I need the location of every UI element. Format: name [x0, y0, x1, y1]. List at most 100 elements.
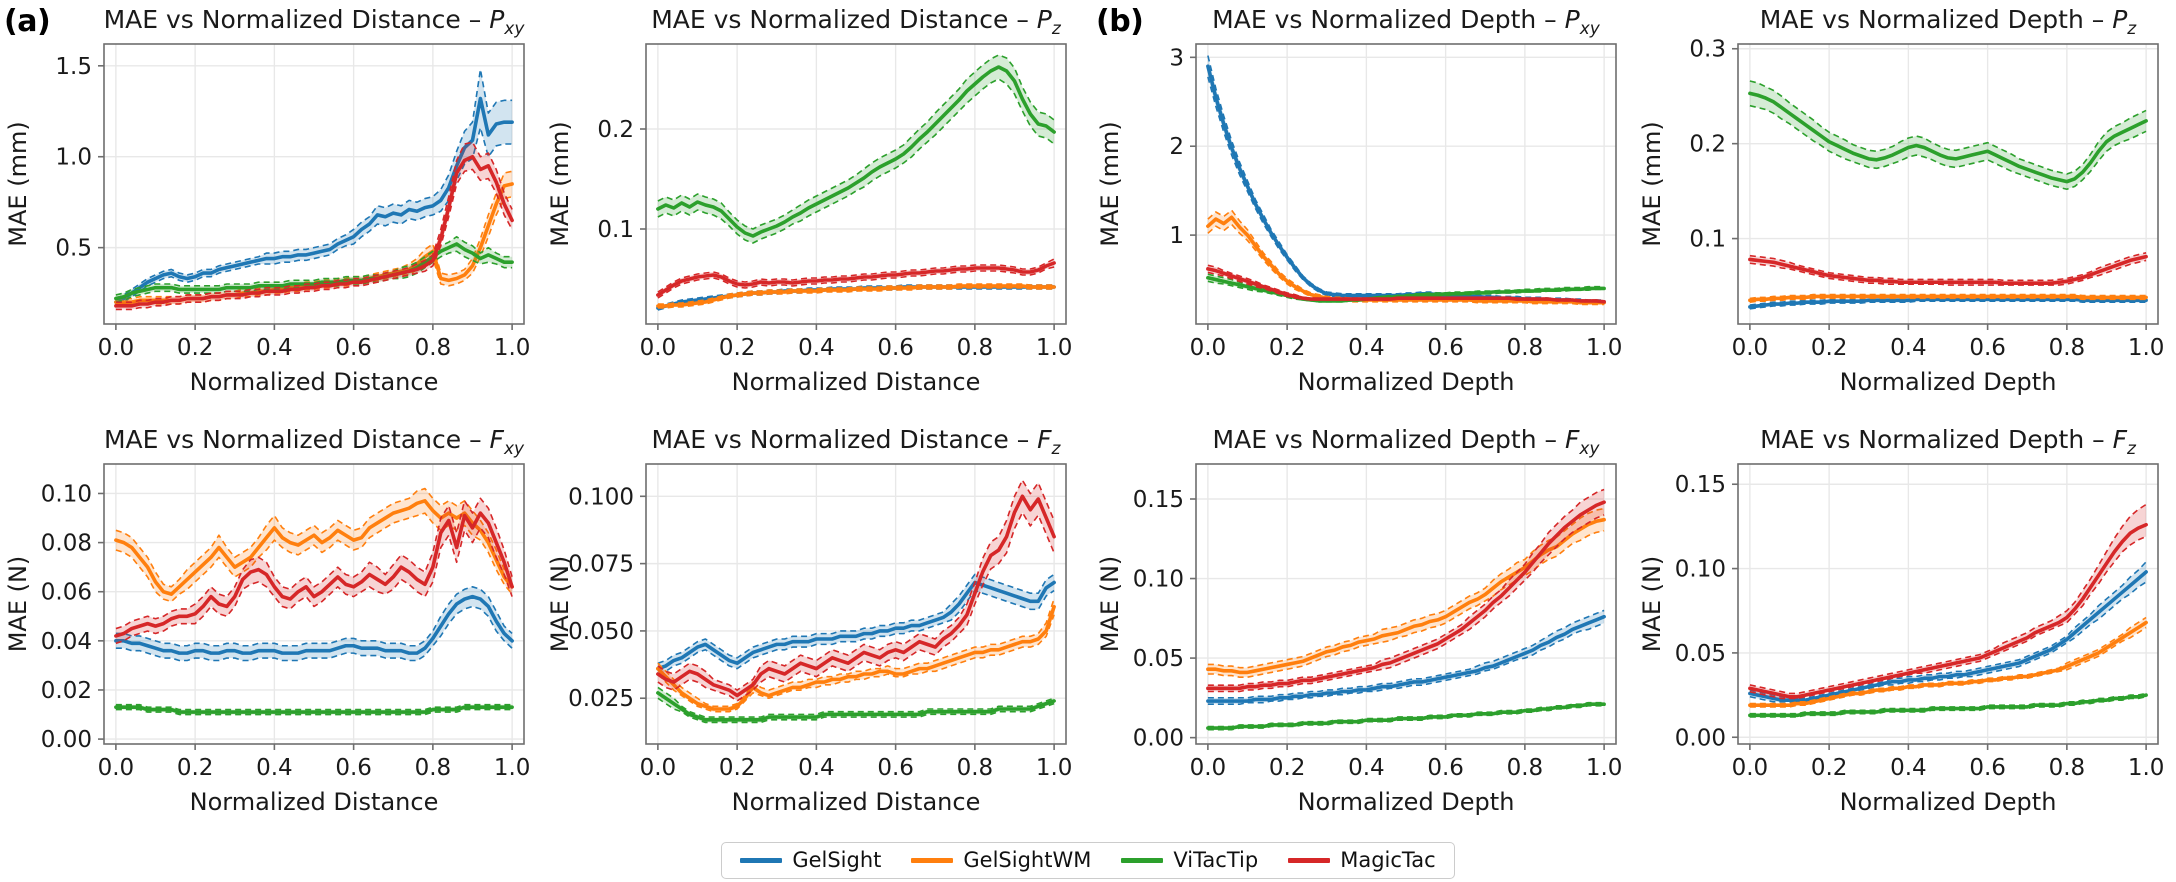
ytick-label: 0.2: [597, 117, 634, 143]
xtick-label: 0.4: [1348, 335, 1385, 361]
series-vitactip: [1748, 80, 2148, 191]
ytick-label: 1.0: [55, 145, 92, 171]
ytick-label: 0.100: [568, 484, 634, 510]
band-edge-upper: [657, 283, 1055, 305]
band-edge-upper: [1749, 561, 2147, 700]
ytick-label: 0.1: [1689, 227, 1726, 253]
ytick-label: 2: [1169, 134, 1184, 160]
chart-b-pxy: 0.0 0.2 0.4 0.6 0.8 1.0 1 2 3 Normalized Depth MAE…: [1096, 5, 1622, 396]
ytick-label: 0.5: [55, 236, 92, 262]
band-edge-lower: [1749, 535, 2147, 700]
y-axis-label: MAE (mm): [1638, 121, 1666, 246]
axes-frame: [1195, 463, 1617, 745]
series-magictac: [114, 497, 514, 645]
series-line: [1748, 91, 2148, 184]
xtick-label: 0.4: [1890, 755, 1927, 781]
xtick-label: 0.0: [1732, 755, 1769, 781]
axes-frame: [645, 43, 1067, 325]
axes-frame: [103, 43, 525, 325]
chart-a-pxy: 0.0 0.2 0.4 0.6 0.8 1.0 0.5 1.0 1.5 Normalized Di…: [4, 5, 530, 396]
y-axis-label: MAE (N): [1096, 556, 1124, 653]
plot-area: [646, 464, 1066, 744]
xtick-label: 0.0: [1190, 755, 1227, 781]
series-gelsight: [1206, 609, 1606, 706]
series-line: [656, 65, 1056, 238]
series-gelsight: [1748, 561, 2148, 703]
x-axis-label: Normalized Distance: [732, 788, 981, 816]
series-gelsight: [114, 586, 514, 662]
legend-label: ViTacTip: [1173, 847, 1259, 872]
xtick-label: 0.8: [2049, 335, 2086, 361]
xtick-label: 1.0: [1586, 755, 1623, 781]
series-line: [114, 705, 514, 714]
series-line: [656, 604, 1056, 711]
band-edge-upper: [657, 479, 1055, 691]
subplot-b-fxy: 0.0 0.2 0.4 0.6 0.8 1.0 0.00 0.05 0.10 0.15 Normal…: [1092, 420, 1634, 840]
band-edge-upper: [115, 586, 513, 647]
xtick-label: 1.0: [2128, 335, 2165, 361]
xtick-label: 0.8: [957, 755, 994, 781]
y-axis-label: MAE (mm): [1096, 121, 1124, 246]
ytick-label: 0.15: [1133, 487, 1184, 513]
xtick-label: 0.8: [2049, 755, 2086, 781]
subplot-a-fz: 0.0 0.2 0.4 0.6 0.8 1.0 0.025 0.050 0.075 0.100 No…: [542, 420, 1084, 840]
band-edge-lower: [1749, 297, 2147, 303]
legend-item-magictac[interactable]: MagicTac: [1288, 847, 1436, 872]
legend-item-gelsightwm[interactable]: GelSightWM: [911, 849, 1091, 871]
xtick-label: 0.0: [1190, 335, 1227, 361]
chart-title: MAE vs Normalized Depth – Fz: [1760, 425, 2137, 459]
legend-swatch-icon: [1121, 857, 1164, 863]
series-vitactip: [1206, 701, 1606, 731]
xtick-label: 0.0: [98, 755, 135, 781]
series-vitactip: [656, 54, 1056, 244]
series-magictac: [1206, 264, 1606, 304]
xtick-label: 0.2: [177, 335, 214, 361]
band-edge-upper: [1207, 488, 1605, 686]
ytick-label: 0.075: [568, 552, 634, 578]
series-line: [656, 494, 1056, 698]
chart-b-fz: 0.0 0.2 0.4 0.6 0.8 1.0 0.00 0.05 0.10 0.15 Normal…: [1638, 425, 2164, 816]
ytick-label: 0.08: [41, 531, 92, 557]
band-edge-lower: [1207, 514, 1605, 693]
legend-box: GelSight GelSightWM ViTacTip MagicTac: [721, 841, 1455, 879]
band-edge-lower: [1749, 259, 2147, 286]
xtick-label: 0.6: [877, 335, 914, 361]
band-edge-lower: [657, 288, 1055, 311]
band-edge-upper: [657, 573, 1055, 664]
series-line: [1206, 267, 1606, 304]
series-vitactip: [656, 686, 1056, 724]
series-gelsight: [656, 573, 1056, 675]
chart-a-pz: 0.0 0.2 0.4 0.6 0.8 1.0 0.1 0.2 Normalized Dista…: [546, 5, 1072, 396]
legend-item-gelsight[interactable]: GelSight: [740, 849, 881, 871]
series-line: [1748, 254, 2148, 285]
confidence-band: [1749, 81, 2147, 190]
ytick-label: 0.00: [1133, 726, 1184, 752]
band-edge-lower: [657, 614, 1055, 713]
ytick-label: 0.1: [597, 217, 634, 243]
legend-item-vitactip[interactable]: ViTacTip: [1121, 847, 1259, 872]
x-axis-label: Normalized Depth: [1298, 368, 1515, 396]
confidence-band: [115, 142, 513, 310]
chart-title: MAE vs Normalized Distance – Pxy: [104, 5, 526, 39]
axes-frame: [1737, 43, 2159, 325]
xtick-label: 0.8: [1507, 755, 1544, 781]
band-edge-lower: [1749, 300, 2147, 310]
band-edge-lower: [657, 697, 1055, 724]
group-label-a: (a): [4, 4, 51, 39]
ytick-label: 0.025: [568, 686, 634, 712]
legend-label: MagicTac: [1340, 847, 1436, 872]
band-edge-lower: [115, 168, 513, 311]
x-axis-label: Normalized Distance: [190, 368, 439, 396]
x-axis-label: Normalized Depth: [1298, 788, 1515, 816]
band-edge-lower: [657, 287, 1055, 309]
xtick-label: 0.0: [640, 335, 677, 361]
band-edge-upper: [1749, 503, 2147, 695]
x-axis-label: Normalized Distance: [732, 368, 981, 396]
x-axis-label: Normalized Depth: [1840, 788, 2057, 816]
xtick-label: 0.6: [1969, 335, 2006, 361]
band-edge-upper: [115, 141, 513, 303]
xtick-label: 0.8: [1507, 335, 1544, 361]
xtick-label: 0.6: [877, 755, 914, 781]
subplot-grid-b: 0.0 0.2 0.4 0.6 0.8 1.0 1 2 3 Normalized Depth MAE…: [1092, 0, 2176, 830]
x-axis-label: Normalized Depth: [1840, 368, 2057, 396]
